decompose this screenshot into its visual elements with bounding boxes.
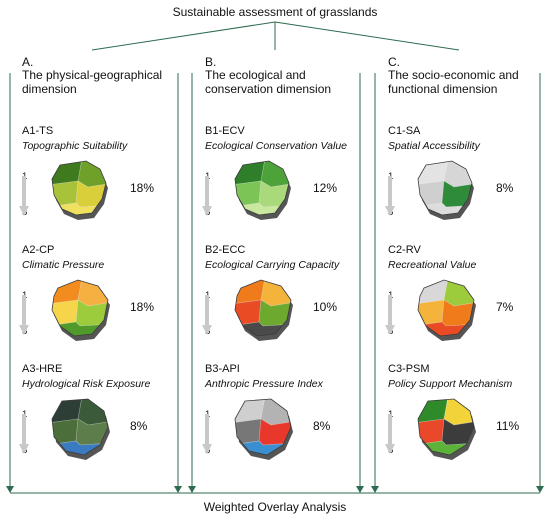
arrow-head-c [371, 486, 379, 493]
rank-scale: 15 [19, 291, 36, 337]
column-heading-line-2: dimension [22, 82, 77, 96]
column-heading-letter: B. [205, 55, 217, 69]
down-arrow-icon [385, 414, 395, 454]
indicator-name: Anthropic Pressure Index [205, 378, 323, 390]
indicator-code: B2-ECC [205, 244, 246, 256]
arrow-head-a-right [174, 486, 182, 493]
arrow-head-a [6, 486, 14, 493]
rank-scale: 15 [385, 410, 402, 456]
indicator-weight: 18% [130, 181, 155, 195]
indicator-weight: 8% [313, 419, 331, 433]
recreation-map-icon [417, 279, 476, 341]
indicator-code: C1-SA [388, 125, 421, 137]
down-arrow-icon [19, 295, 29, 335]
indicator-name: Recreational Value [388, 259, 477, 271]
diagram-title: Sustainable assessment of grasslands [172, 5, 378, 19]
down-arrow-icon [385, 295, 395, 335]
indicator-name: Spatial Accessibility [388, 140, 480, 152]
indicator-name: Hydrological Risk Exposure [22, 378, 151, 390]
indicator-weight: 11% [496, 419, 520, 433]
column-heading-letter: A. [22, 55, 34, 69]
indicator-code: A2-CP [22, 244, 55, 256]
rank-scale: 15 [202, 291, 219, 337]
rank-scale: 15 [385, 291, 402, 337]
indicator-code: C3-PSM [388, 363, 430, 375]
down-arrow-icon [385, 176, 395, 216]
down-arrow-icon [202, 414, 212, 454]
capacity-map-icon [234, 279, 293, 341]
down-arrow-icon [19, 176, 29, 216]
connector-a [91, 21, 276, 51]
indicator-code: A1-TS [22, 125, 54, 137]
down-arrow-icon [19, 414, 29, 454]
rank-scale: 15 [19, 410, 36, 456]
column-heading-line-1: The socio-economic and [388, 68, 519, 82]
arrow-head-b-right [356, 486, 364, 493]
down-arrow-icon [202, 295, 212, 335]
accessibility-map-icon [417, 160, 474, 220]
rank-scale: 15 [19, 172, 36, 218]
indicator-name: Climatic Pressure [22, 259, 105, 271]
rank-scale: 15 [202, 172, 219, 218]
indicator-name: Ecological Conservation Value [205, 140, 348, 152]
arrow-head-c-right [536, 486, 544, 493]
indicator-code: C2-RV [388, 244, 421, 256]
indicator-name: Topographic Suitability [22, 140, 128, 152]
diagram-footer: Weighted Overlay Analysis [203, 500, 347, 514]
connector-c [274, 21, 460, 51]
indicator-code: B3-API [205, 363, 240, 375]
arrow-head-b [188, 486, 196, 493]
topography-map-icon [51, 160, 108, 220]
column-heading-line-2: conservation dimension [205, 82, 332, 96]
conservation-map-icon [234, 160, 291, 220]
indicator-weight: 18% [130, 300, 155, 314]
policy-map-icon [417, 398, 476, 460]
rank-scale: 15 [385, 172, 402, 218]
indicator-weight: 8% [130, 419, 148, 433]
column-heading-line-1: The physical-geographical [22, 68, 163, 82]
column-heading-letter: C. [388, 55, 400, 69]
column-heading-line-2: functional dimension [388, 82, 498, 96]
climate-map-icon [51, 279, 110, 341]
column-heading-line-1: The ecological and [205, 68, 306, 82]
indicator-code: B1-ECV [205, 125, 245, 137]
indicator-weight: 12% [313, 181, 338, 195]
pressure-map-icon [234, 398, 293, 460]
indicator-name: Policy Support Mechanism [388, 378, 513, 390]
rank-scale: 15 [202, 410, 219, 456]
indicator-weight: 7% [496, 300, 514, 314]
indicator-weight: 10% [313, 300, 338, 314]
indicator-code: A3-HRE [22, 363, 63, 375]
indicator-name: Ecological Carrying Capacity [205, 259, 340, 271]
indicator-weight: 8% [496, 181, 514, 195]
hydrology-map-icon [51, 398, 110, 460]
down-arrow-icon [202, 176, 212, 216]
